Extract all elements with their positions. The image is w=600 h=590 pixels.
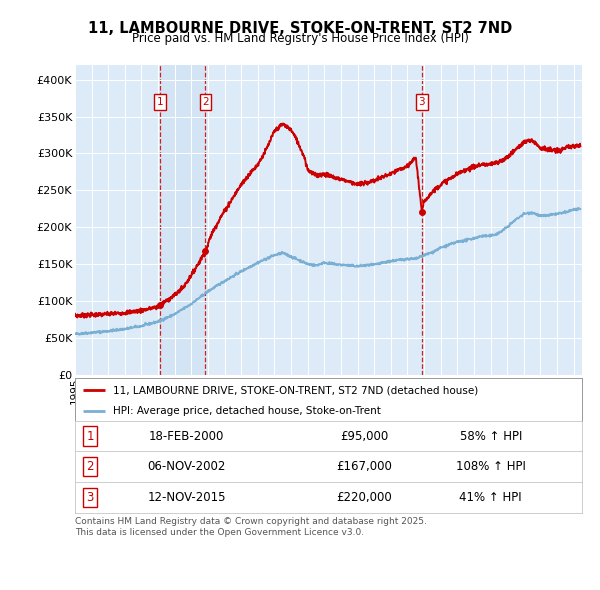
Text: 1: 1 bbox=[86, 430, 94, 442]
Text: 12-NOV-2015: 12-NOV-2015 bbox=[147, 491, 226, 504]
Text: £167,000: £167,000 bbox=[336, 460, 392, 473]
Text: 1: 1 bbox=[157, 97, 163, 107]
Text: £95,000: £95,000 bbox=[340, 430, 388, 442]
Text: Price paid vs. HM Land Registry's House Price Index (HPI): Price paid vs. HM Land Registry's House … bbox=[131, 32, 469, 45]
Bar bbox=[160, 65, 205, 375]
Text: 3: 3 bbox=[419, 97, 425, 107]
Text: 3: 3 bbox=[86, 491, 94, 504]
Text: 108% ↑ HPI: 108% ↑ HPI bbox=[456, 460, 526, 473]
Text: HPI: Average price, detached house, Stoke-on-Trent: HPI: Average price, detached house, Stok… bbox=[113, 407, 381, 417]
Text: 06-NOV-2002: 06-NOV-2002 bbox=[148, 460, 226, 473]
Text: 18-FEB-2000: 18-FEB-2000 bbox=[149, 430, 224, 442]
Text: 58% ↑ HPI: 58% ↑ HPI bbox=[460, 430, 522, 442]
Text: 11, LAMBOURNE DRIVE, STOKE-ON-TRENT, ST2 7ND (detached house): 11, LAMBOURNE DRIVE, STOKE-ON-TRENT, ST2… bbox=[113, 385, 478, 395]
Text: 11, LAMBOURNE DRIVE, STOKE-ON-TRENT, ST2 7ND: 11, LAMBOURNE DRIVE, STOKE-ON-TRENT, ST2… bbox=[88, 21, 512, 35]
Text: 2: 2 bbox=[202, 97, 209, 107]
Text: £220,000: £220,000 bbox=[336, 491, 392, 504]
Text: 2: 2 bbox=[86, 460, 94, 473]
Text: 41% ↑ HPI: 41% ↑ HPI bbox=[460, 491, 522, 504]
Text: Contains HM Land Registry data © Crown copyright and database right 2025.
This d: Contains HM Land Registry data © Crown c… bbox=[75, 517, 427, 537]
